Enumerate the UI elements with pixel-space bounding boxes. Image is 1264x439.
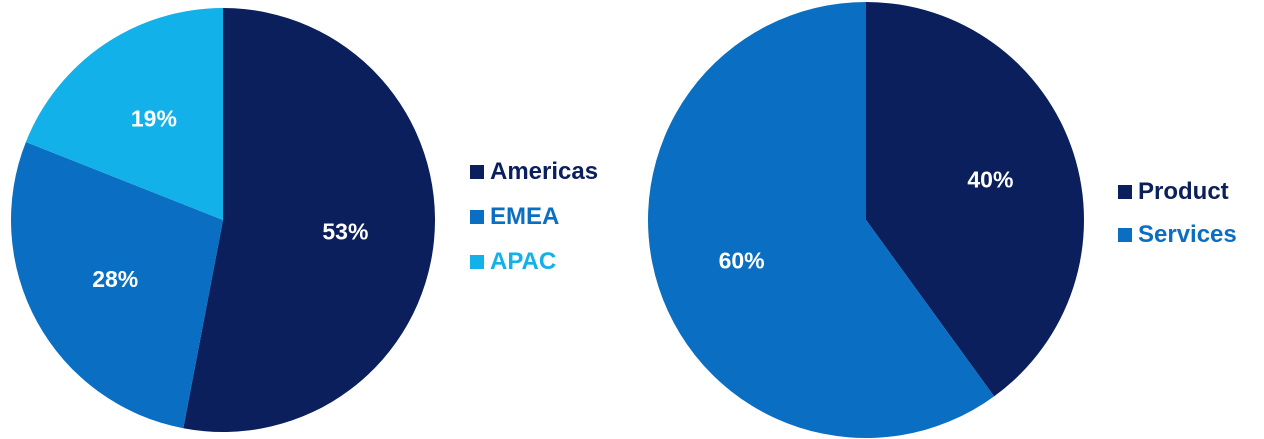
- legend-swatch-americas: [470, 165, 484, 179]
- revenue-type-legend: Product Services: [1118, 178, 1237, 248]
- slice-label-product: 40%: [967, 167, 1013, 193]
- slice-label-emea: 28%: [92, 266, 138, 292]
- legend-swatch-emea: [470, 210, 484, 224]
- region-pie-chart: 53% 28% 19%: [10, 8, 435, 432]
- slice-label-apac: 19%: [131, 105, 177, 131]
- slice-label-americas: 53%: [322, 219, 368, 245]
- legend-label-services: Services: [1138, 221, 1237, 248]
- legend-label-product: Product: [1138, 178, 1229, 205]
- legend-swatch-services: [1118, 228, 1132, 242]
- pie-slice-product: [866, 2, 1084, 397]
- legend-label-apac: APAC: [490, 248, 556, 275]
- region-legend: Americas EMEA APAC: [470, 158, 598, 275]
- revenue-type-pie-chart: 40% 60%: [648, 2, 1084, 439]
- pie-slice-americas: [183, 8, 435, 432]
- legend-label-emea: EMEA: [490, 203, 559, 230]
- legend-swatch-apac: [470, 255, 484, 269]
- pie-slice-apac: [25, 8, 223, 220]
- pie-slice-emea: [10, 141, 224, 429]
- slice-label-services: 60%: [719, 247, 765, 273]
- pie-slice-services: [648, 2, 995, 439]
- legend-swatch-product: [1118, 185, 1132, 199]
- legend-label-americas: Americas: [490, 158, 598, 185]
